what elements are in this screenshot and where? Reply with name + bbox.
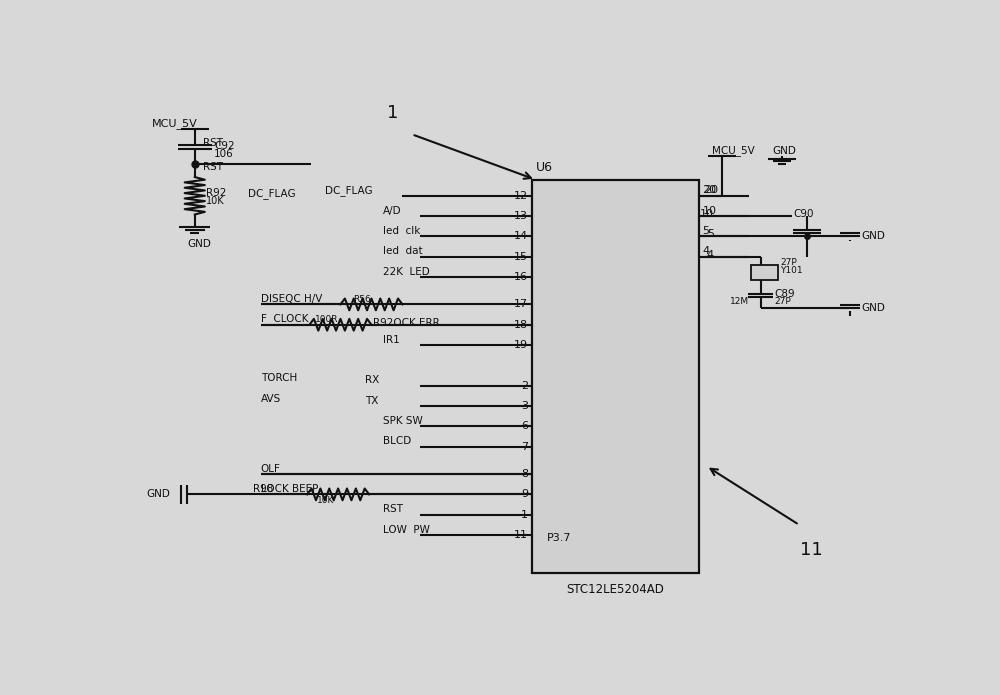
- Text: TORCH: TORCH: [261, 373, 297, 383]
- Text: MCU_5V: MCU_5V: [712, 145, 755, 156]
- Text: 8: 8: [521, 469, 528, 479]
- Text: R92OCK ERR: R92OCK ERR: [373, 318, 440, 327]
- Text: 3: 3: [521, 401, 528, 411]
- Text: 12M: 12M: [730, 297, 749, 306]
- Text: 11: 11: [800, 541, 822, 559]
- Text: P3.7: P3.7: [547, 533, 572, 543]
- Text: led  dat: led dat: [383, 247, 423, 256]
- Text: LOW  PW: LOW PW: [383, 525, 430, 534]
- Text: 20: 20: [702, 186, 716, 195]
- Text: GND: GND: [861, 231, 885, 241]
- Text: 9: 9: [521, 489, 528, 500]
- Text: F  CLOCK: F CLOCK: [261, 314, 308, 325]
- Text: GND: GND: [187, 239, 211, 249]
- Text: 5: 5: [702, 226, 709, 236]
- Text: 10: 10: [702, 206, 716, 215]
- Text: 10K: 10K: [206, 196, 224, 206]
- Text: GND: GND: [772, 146, 796, 156]
- Text: 12: 12: [514, 191, 528, 201]
- Text: led  clk: led clk: [383, 226, 420, 236]
- Text: 1: 1: [521, 509, 528, 520]
- Text: DC_FLAG: DC_FLAG: [325, 185, 373, 196]
- Text: RX: RX: [365, 375, 380, 386]
- Text: R98: R98: [253, 484, 273, 494]
- Text: OLF: OLF: [261, 464, 280, 474]
- Text: TX: TX: [365, 395, 379, 406]
- Text: SPK SW: SPK SW: [383, 416, 423, 426]
- Text: A/D: A/D: [383, 206, 402, 215]
- Text: 11: 11: [514, 530, 528, 540]
- Text: 6: 6: [521, 421, 528, 432]
- Text: R56: R56: [354, 295, 371, 304]
- Text: C89: C89: [774, 289, 795, 300]
- Text: 20: 20: [704, 186, 718, 195]
- Text: C92: C92: [214, 141, 235, 151]
- Text: 18: 18: [514, 320, 528, 329]
- Bar: [532, 180, 698, 573]
- Text: U6: U6: [536, 161, 553, 174]
- Text: 10: 10: [700, 209, 714, 219]
- Text: 27P: 27P: [774, 297, 791, 306]
- Text: 1: 1: [387, 104, 398, 122]
- Text: 15: 15: [514, 252, 528, 262]
- Text: 100R: 100R: [315, 315, 338, 324]
- Text: 7: 7: [521, 442, 528, 452]
- Text: 5: 5: [707, 229, 714, 239]
- Text: 17: 17: [514, 300, 528, 309]
- Text: RST: RST: [383, 505, 403, 514]
- Text: 4: 4: [707, 250, 714, 260]
- Text: Y101: Y101: [780, 266, 802, 275]
- Text: STC12LE5204AD: STC12LE5204AD: [566, 582, 664, 596]
- Text: 13: 13: [514, 211, 528, 221]
- Text: DC_FLAG: DC_FLAG: [248, 188, 296, 199]
- Text: GND: GND: [861, 303, 885, 313]
- Text: 106: 106: [214, 149, 234, 158]
- Text: 16: 16: [514, 272, 528, 282]
- Text: RST: RST: [202, 163, 222, 172]
- Text: R92: R92: [206, 188, 226, 198]
- Text: 14: 14: [514, 231, 528, 241]
- Text: 2: 2: [521, 381, 528, 391]
- Text: RST: RST: [202, 138, 222, 148]
- Text: BLCD: BLCD: [383, 436, 411, 446]
- Text: C90: C90: [793, 209, 814, 219]
- Text: 22K  LED: 22K LED: [383, 267, 430, 277]
- Text: 19: 19: [514, 340, 528, 350]
- Text: AVS: AVS: [261, 393, 281, 404]
- Text: 27P: 27P: [780, 258, 797, 267]
- Text: MCU_5V: MCU_5V: [152, 118, 198, 129]
- Text: GND: GND: [147, 489, 171, 500]
- Text: IR1: IR1: [383, 335, 400, 345]
- Bar: [751, 265, 778, 280]
- Text: 10K: 10K: [317, 496, 335, 505]
- Text: 4: 4: [702, 247, 710, 256]
- Text: DISEQC H/V: DISEQC H/V: [261, 294, 322, 304]
- Text: LOCK BEEP: LOCK BEEP: [261, 484, 318, 494]
